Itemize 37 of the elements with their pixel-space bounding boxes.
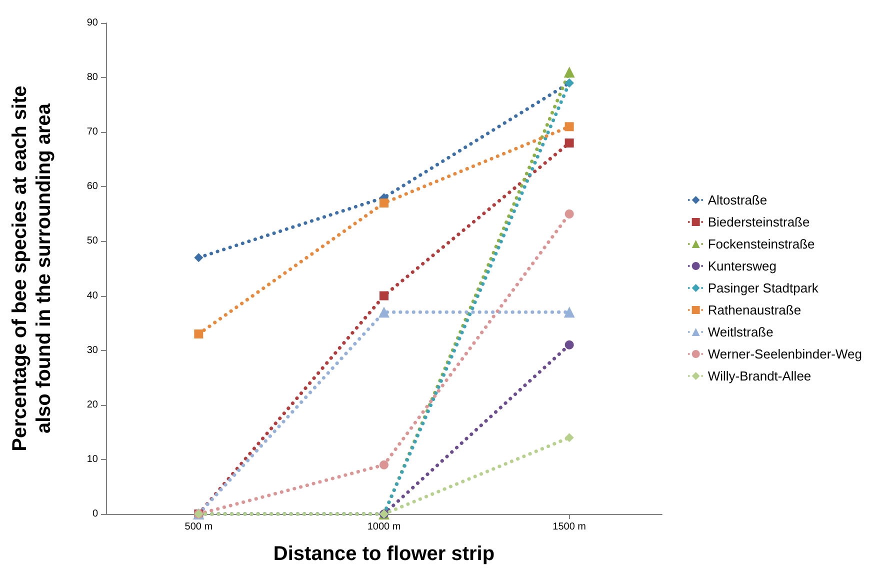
x-tick-label: 1500 m [552,522,586,532]
legend-label: Biedersteinstraße [708,214,810,230]
legend-label: Willy-Brandt-Allee [708,368,812,384]
x-axis-title: Distance to flower strip [273,543,495,565]
point [564,138,574,148]
point [380,460,388,470]
point [380,198,388,208]
y-tick-label: 50 [86,236,98,247]
point [564,66,575,78]
point [564,340,574,350]
point [564,122,574,132]
point [564,209,574,218]
legend-label: Pasinger Stadtpark [708,280,819,296]
y-tick-label: 20 [86,399,98,410]
point [194,253,204,262]
legend-label: Werner-Seelenbinder-Weg [708,346,862,362]
point [564,306,575,318]
legend-label: Kuntersweg [708,258,777,274]
point [380,291,388,300]
y-tick-label: 60 [86,181,98,192]
y-tick-label: 30 [86,344,98,356]
point [564,433,574,442]
y-tick-label: 40 [86,290,98,302]
legend-label: Fockensteinstraße [708,236,815,252]
legend-label: Altostraße [708,192,768,208]
legend-label: Rathenaustraße [708,302,802,318]
y-tick-label: 70 [86,126,98,138]
x-tick-label: 1000 m [367,522,401,532]
y-tick-label: 90 [86,18,98,28]
x-tick-label: 500 m [184,522,213,532]
point [378,306,390,318]
point [194,329,204,338]
y-tick-label: 0 [92,508,98,520]
legend-label: Weitlstraße [708,324,774,340]
y-axis-title: Percentage of bee species at each site also found in the surrounding area [9,86,55,452]
y-tick-label: 10 [86,454,98,465]
y-tick-label: 80 [86,72,98,84]
